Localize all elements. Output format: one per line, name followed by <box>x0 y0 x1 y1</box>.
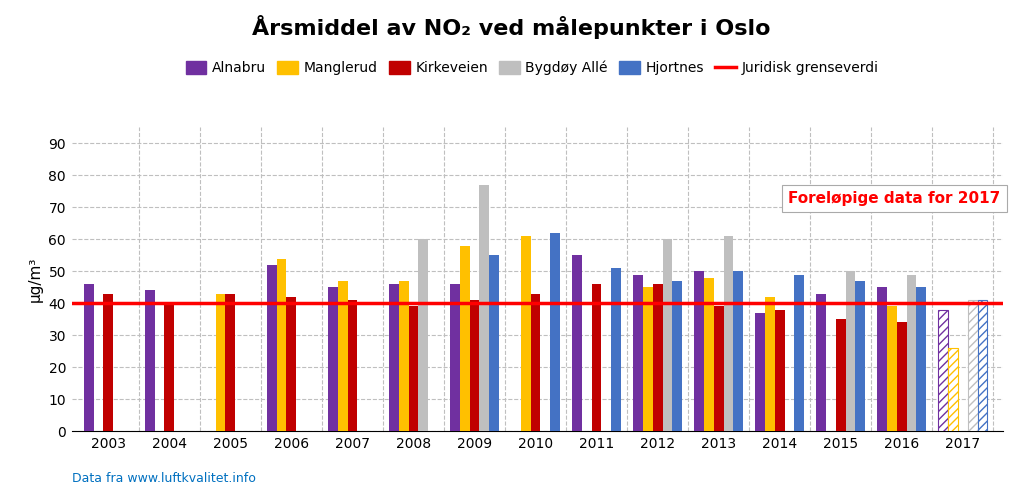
Bar <box>672 281 682 431</box>
Bar <box>550 233 560 431</box>
Bar <box>846 271 855 431</box>
Bar <box>145 291 154 431</box>
Bar <box>774 310 785 431</box>
Bar <box>470 300 480 431</box>
Bar <box>968 300 978 431</box>
Bar <box>733 271 743 431</box>
Bar <box>286 297 297 431</box>
Y-axis label: μg/m³: μg/m³ <box>28 257 43 302</box>
Bar <box>755 313 765 431</box>
Bar <box>917 287 926 431</box>
Bar <box>572 255 582 431</box>
Bar <box>978 300 987 431</box>
Text: Årsmiddel av NO₂ ved målepunkter i Oslo: Årsmiddel av NO₂ ved målepunkter i Oslo <box>253 15 770 39</box>
Bar <box>84 284 93 431</box>
Bar <box>878 287 887 431</box>
Bar <box>165 303 174 431</box>
Bar <box>489 255 499 431</box>
Bar <box>521 236 531 431</box>
Bar <box>225 294 235 431</box>
Bar <box>103 294 114 431</box>
Bar <box>695 271 704 431</box>
Bar <box>216 294 225 431</box>
Bar <box>653 284 663 431</box>
Bar <box>948 348 958 431</box>
Bar <box>328 287 338 431</box>
Bar <box>591 284 602 431</box>
Bar <box>714 306 723 431</box>
Bar <box>643 287 653 431</box>
Bar <box>348 300 357 431</box>
Bar <box>897 322 906 431</box>
Bar <box>836 319 846 431</box>
Bar <box>418 239 428 431</box>
Bar <box>887 306 897 431</box>
Text: Foreløpige data for 2017: Foreløpige data for 2017 <box>789 192 1000 206</box>
Bar <box>723 236 733 431</box>
Bar <box>389 284 399 431</box>
Bar <box>460 245 470 431</box>
Bar <box>633 274 643 431</box>
Bar <box>855 281 865 431</box>
Bar <box>906 274 917 431</box>
Text: Data fra www.luftkvalitet.info: Data fra www.luftkvalitet.info <box>72 472 256 485</box>
Bar <box>338 281 348 431</box>
Bar <box>612 268 621 431</box>
Bar <box>480 185 489 431</box>
Bar <box>399 281 408 431</box>
Bar <box>663 239 672 431</box>
Bar <box>816 294 827 431</box>
Bar <box>938 310 948 431</box>
Bar <box>276 259 286 431</box>
Bar <box>765 297 774 431</box>
Bar <box>408 306 418 431</box>
Legend: Alnabru, Manglerud, Kirkeveien, Bygdøy Allé, Hjortnes, Juridisk grenseverdi: Alnabru, Manglerud, Kirkeveien, Bygdøy A… <box>185 61 879 75</box>
Bar <box>795 274 804 431</box>
Bar <box>704 278 714 431</box>
Bar <box>450 284 460 431</box>
Bar <box>531 294 540 431</box>
Bar <box>267 265 276 431</box>
